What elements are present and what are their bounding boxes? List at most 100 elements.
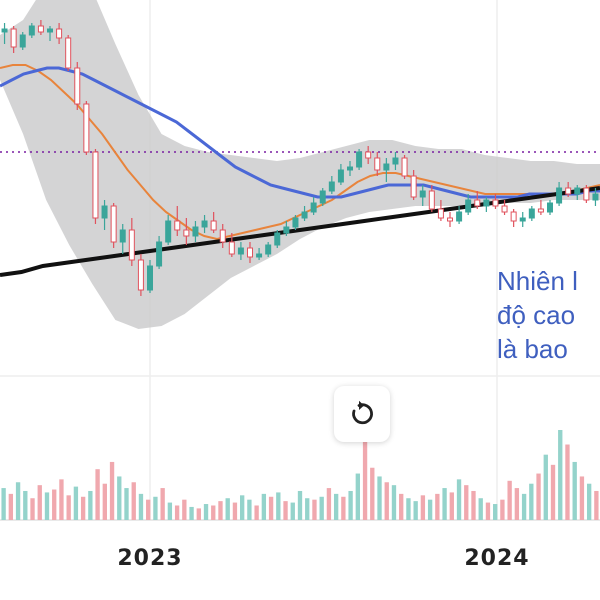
candle bbox=[374, 152, 381, 176]
candle bbox=[528, 206, 535, 221]
volume-bar bbox=[355, 473, 360, 520]
candle-body bbox=[492, 199, 499, 207]
candle bbox=[347, 161, 353, 176]
band-area bbox=[0, 0, 600, 329]
candle-body bbox=[556, 187, 563, 204]
volume-bar bbox=[109, 461, 115, 520]
candle-body bbox=[528, 208, 535, 219]
annotation-line: Nhiên l bbox=[497, 266, 578, 296]
volume-bar bbox=[225, 498, 230, 520]
candle-body bbox=[483, 199, 490, 207]
volume-bar bbox=[196, 508, 201, 520]
candle-body bbox=[474, 199, 481, 207]
volume-bar bbox=[565, 444, 570, 520]
candle-body bbox=[265, 244, 272, 255]
candle bbox=[410, 170, 417, 200]
volume-bar bbox=[182, 499, 187, 520]
moving-averages bbox=[0, 64, 600, 277]
candle bbox=[283, 221, 290, 236]
candle-body bbox=[437, 208, 444, 219]
volume-bar bbox=[305, 498, 310, 520]
candle-body bbox=[174, 220, 181, 231]
candle bbox=[237, 242, 244, 260]
candle-body bbox=[1, 28, 8, 33]
candle bbox=[419, 185, 426, 206]
candle bbox=[501, 200, 508, 215]
candle-body bbox=[537, 208, 544, 213]
volume-bar bbox=[536, 473, 541, 520]
volume-bar bbox=[312, 499, 317, 520]
volume-bar bbox=[211, 505, 216, 520]
volume-bar bbox=[247, 499, 252, 520]
volume-bar bbox=[189, 506, 194, 520]
candle-body bbox=[374, 157, 381, 171]
candle bbox=[274, 230, 281, 248]
candle bbox=[592, 188, 599, 206]
candle-body bbox=[165, 220, 172, 243]
candle-body bbox=[119, 229, 126, 243]
candle bbox=[210, 212, 217, 233]
volume-bar bbox=[254, 505, 259, 520]
candles bbox=[1, 20, 599, 296]
volume-bar bbox=[399, 493, 404, 520]
candle-body bbox=[319, 190, 326, 204]
candle-body bbox=[547, 202, 553, 213]
volume-bar bbox=[572, 461, 577, 520]
candle-body bbox=[28, 25, 35, 36]
candle-body bbox=[401, 157, 408, 177]
candle bbox=[492, 194, 499, 209]
volume-bar bbox=[427, 499, 433, 520]
volume-bar bbox=[102, 483, 107, 520]
candle-body bbox=[237, 247, 244, 255]
volume-bar bbox=[153, 496, 158, 520]
volume-bar bbox=[377, 476, 382, 520]
candle bbox=[292, 215, 299, 230]
volume-bar bbox=[449, 492, 454, 520]
candle bbox=[174, 206, 181, 236]
candle-body bbox=[19, 34, 26, 48]
candle bbox=[19, 32, 26, 50]
volume-bar bbox=[341, 496, 346, 520]
candle bbox=[192, 221, 199, 242]
candle bbox=[437, 200, 444, 221]
volume-bar bbox=[138, 493, 144, 520]
volume-bar bbox=[413, 501, 418, 520]
candle bbox=[319, 188, 326, 206]
candle-body bbox=[219, 229, 226, 243]
volume-bar bbox=[326, 488, 332, 520]
volume-bar bbox=[384, 482, 389, 520]
volume-bar bbox=[95, 469, 100, 520]
volume-bar bbox=[44, 492, 50, 520]
volume-bar bbox=[160, 488, 165, 520]
candle bbox=[547, 200, 553, 215]
volume-bar bbox=[73, 486, 79, 520]
reload-button[interactable] bbox=[334, 386, 390, 442]
candle bbox=[110, 203, 117, 248]
candle bbox=[56, 23, 63, 44]
candle bbox=[92, 149, 99, 224]
candle bbox=[565, 182, 572, 197]
candle bbox=[265, 242, 272, 257]
volume-bar bbox=[80, 496, 86, 520]
candle bbox=[74, 62, 81, 110]
candle bbox=[428, 185, 435, 212]
volume-bar bbox=[464, 485, 469, 520]
volume-bar bbox=[550, 464, 556, 520]
candle-body bbox=[510, 211, 517, 222]
volume-bar bbox=[124, 488, 129, 520]
volume-bar bbox=[218, 501, 223, 520]
candle bbox=[401, 155, 408, 179]
candle-body bbox=[292, 217, 299, 228]
candle-body bbox=[65, 37, 72, 69]
candle-body bbox=[428, 190, 435, 210]
candle bbox=[310, 197, 317, 215]
bollinger-band bbox=[0, 0, 600, 329]
candle bbox=[165, 215, 172, 245]
candle-body bbox=[337, 169, 344, 183]
candle-body bbox=[583, 187, 590, 201]
candle-body bbox=[128, 229, 135, 261]
candle-body bbox=[283, 226, 290, 234]
volume-bar bbox=[37, 485, 42, 520]
candle bbox=[392, 152, 399, 170]
